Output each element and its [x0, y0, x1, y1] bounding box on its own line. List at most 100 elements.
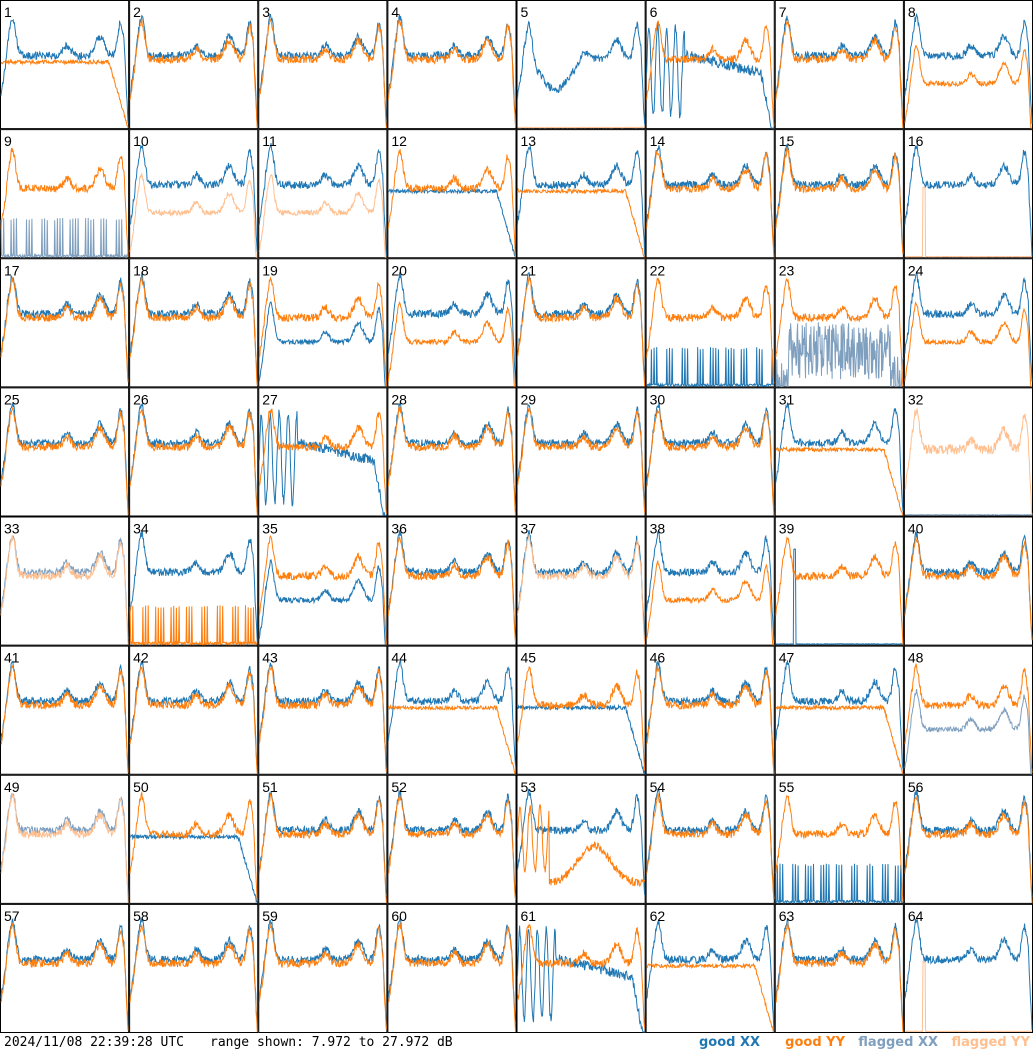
panel-label: 4	[391, 4, 399, 20]
spectrum-line-60-0	[387, 917, 516, 1025]
panel-border	[645, 258, 775, 388]
panel-border	[0, 903, 130, 1033]
spectrum-line-39-0	[775, 548, 904, 645]
panel-label: 20	[391, 262, 407, 278]
spectrum-line-44-0	[387, 660, 516, 767]
spectrum-line-47-0	[775, 660, 904, 769]
panel-border	[516, 129, 646, 259]
spectrum-line-62-1	[646, 962, 774, 1032]
panel-label: 5	[521, 4, 529, 20]
panel-border	[129, 129, 259, 259]
antenna-panel-24: 24	[903, 258, 1033, 388]
antenna-panel-43: 43	[258, 645, 388, 775]
panel-border	[387, 516, 517, 646]
spectrum-line-16-0	[904, 145, 1033, 257]
panel-border	[516, 774, 646, 904]
spectrum-line-56-0	[904, 790, 1033, 898]
antenna-panel-5: 5	[516, 0, 646, 130]
antenna-panel-1: 1	[0, 0, 130, 130]
panel-label: 29	[521, 391, 537, 407]
antenna-panel-64: 64	[903, 903, 1033, 1033]
spectrum-line-53-1	[517, 804, 646, 888]
panel-border	[516, 258, 646, 388]
panel-border	[387, 258, 517, 388]
spectrum-line-21-1	[517, 276, 646, 387]
panel-border	[774, 774, 904, 904]
antenna-panel-53: 53	[516, 774, 646, 904]
panel-label: 61	[521, 908, 537, 924]
antenna-panel-39: 39	[774, 516, 904, 646]
spectrum-line-39-1	[775, 536, 904, 645]
antenna-panel-62: 62	[645, 903, 775, 1033]
spectrum-line-4-0	[387, 14, 516, 126]
spectrum-line-45-0	[517, 703, 646, 775]
panel-border	[258, 387, 388, 517]
spectrum-line-11-0	[258, 143, 387, 256]
spectrum-line-48-1	[904, 663, 1033, 774]
footer-bar: 2024/11/08 22:39:28 UTC range shown: 7.9…	[0, 1032, 1033, 1053]
spectrum-line-24-1	[904, 301, 1032, 387]
spectrum-line-31-1	[775, 445, 904, 516]
antenna-panel-52: 52	[387, 774, 517, 904]
spectrum-line-59-1	[258, 923, 387, 1030]
antenna-panel-21: 21	[516, 258, 646, 388]
panel-label: 8	[908, 4, 916, 20]
panel-border	[0, 645, 130, 775]
spectrum-line-43-1	[258, 664, 387, 772]
panel-label: 9	[4, 133, 12, 149]
spectrum-line-56-1	[904, 796, 1033, 903]
panel-label: 45	[521, 650, 537, 666]
spectrum-line-53-0	[517, 788, 646, 895]
legend-good-yy: good YY	[785, 1035, 845, 1050]
panel-border	[774, 903, 904, 1033]
spectrum-line-46-1	[646, 664, 775, 774]
spectrum-line-54-0	[646, 789, 775, 899]
panel-label: 26	[133, 391, 149, 407]
spectrum-line-58-1	[129, 923, 258, 1033]
panel-border	[129, 0, 259, 130]
panel-border	[903, 387, 1033, 517]
spectrum-line-5-1	[517, 126, 645, 129]
spectrum-line-50-0	[129, 833, 258, 904]
spectrum-line-15-0	[775, 144, 904, 254]
timestamp-label: 2024/11/08 22:39:28 UTC	[4, 1035, 185, 1050]
panel-label: 62	[650, 908, 666, 924]
spectrum-line-26-0	[129, 403, 258, 510]
panel-border	[129, 774, 259, 904]
spectrum-line-15-1	[775, 147, 904, 255]
spectrum-line-52-0	[387, 790, 516, 900]
spectrum-line-19-1	[258, 276, 387, 387]
spectrum-line-14-0	[646, 145, 775, 250]
panel-border	[129, 516, 259, 646]
panel-border	[0, 258, 130, 388]
spectrum-line-22-1	[646, 277, 775, 384]
spectrum-line-57-0	[0, 917, 129, 1030]
spectrum-line-48-0	[904, 689, 1032, 775]
panel-label: 38	[650, 521, 666, 537]
antenna-panel-30: 30	[645, 387, 775, 517]
antenna-panel-51: 51	[258, 774, 388, 904]
panel-label: 32	[908, 391, 924, 407]
antenna-panel-18: 18	[129, 258, 259, 388]
antenna-panel-28: 28	[387, 387, 517, 517]
antenna-panel-26: 26	[129, 387, 259, 517]
antenna-panel-58: 58	[129, 903, 259, 1033]
panel-border	[774, 645, 904, 775]
antenna-panel-17: 17	[0, 258, 130, 388]
spectrum-line-29-1	[517, 408, 646, 513]
spectrum-line-26-1	[129, 408, 258, 516]
spectrum-line-36-0	[387, 530, 516, 642]
legend-flagged-xx: flagged XX	[858, 1035, 938, 1050]
panel-border	[129, 645, 259, 775]
spectrum-line-16-1	[904, 186, 1033, 258]
spectrum-line-49-0	[0, 793, 129, 897]
panel-border	[645, 516, 775, 646]
antenna-panel-12: 12	[387, 129, 517, 259]
panel-border	[258, 645, 388, 775]
panel-label: 14	[650, 133, 666, 149]
antenna-panel-44: 44	[387, 645, 517, 775]
panel-label: 44	[391, 650, 407, 666]
panel-border	[903, 903, 1033, 1033]
panel-border	[774, 387, 904, 517]
